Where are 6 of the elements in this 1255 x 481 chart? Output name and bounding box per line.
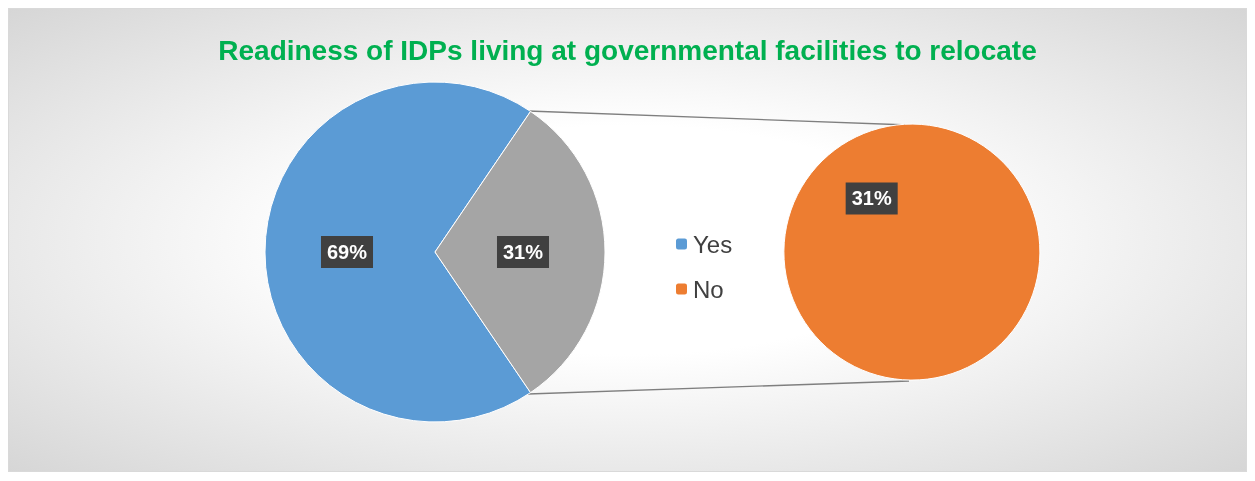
data-label: 31% <box>851 187 892 210</box>
chart-title: Readiness of IDPs living at governmental facilities to relocate <box>218 34 1037 66</box>
legend-label: Yes <box>693 230 733 258</box>
data-label: 31% <box>502 241 544 263</box>
data-label: 69% <box>326 241 368 263</box>
legend-label: No <box>693 275 724 303</box>
